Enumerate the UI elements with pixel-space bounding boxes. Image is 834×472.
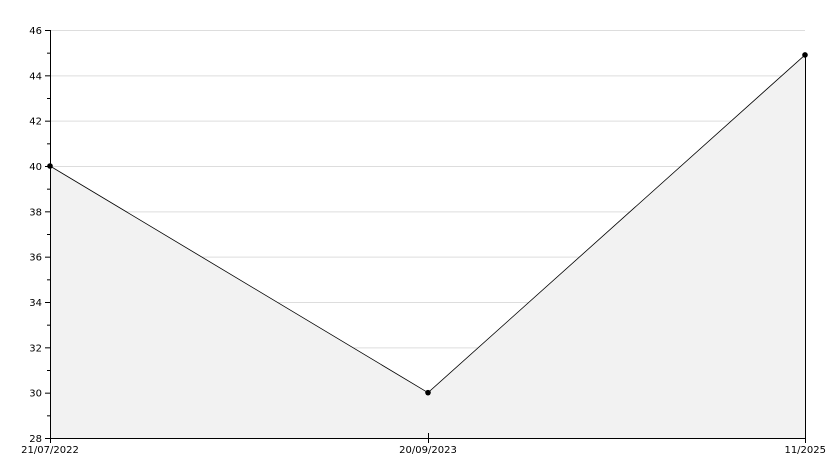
y-tick-label: 44: [29, 71, 42, 82]
x-tick-label: 11/2025: [784, 445, 826, 456]
x-tick-label: 21/07/2022: [21, 445, 79, 456]
y-tick-label: 34: [29, 298, 42, 309]
y-tick-label: 36: [29, 253, 42, 264]
y-tick-label: 40: [29, 162, 42, 173]
data-point: [425, 389, 431, 396]
x-tick-label: 20/09/2023: [399, 445, 457, 456]
data-point: [802, 52, 808, 58]
area-fill: [50, 54, 805, 438]
y-tick-label: 46: [29, 26, 42, 37]
y-tick-label: 28: [29, 434, 42, 445]
data-point: [47, 163, 53, 169]
y-tick-label: 32: [29, 343, 42, 354]
y-tick-label: 30: [29, 389, 42, 400]
y-tick-label: 38: [29, 207, 42, 218]
y-tick-label: 42: [29, 117, 42, 128]
